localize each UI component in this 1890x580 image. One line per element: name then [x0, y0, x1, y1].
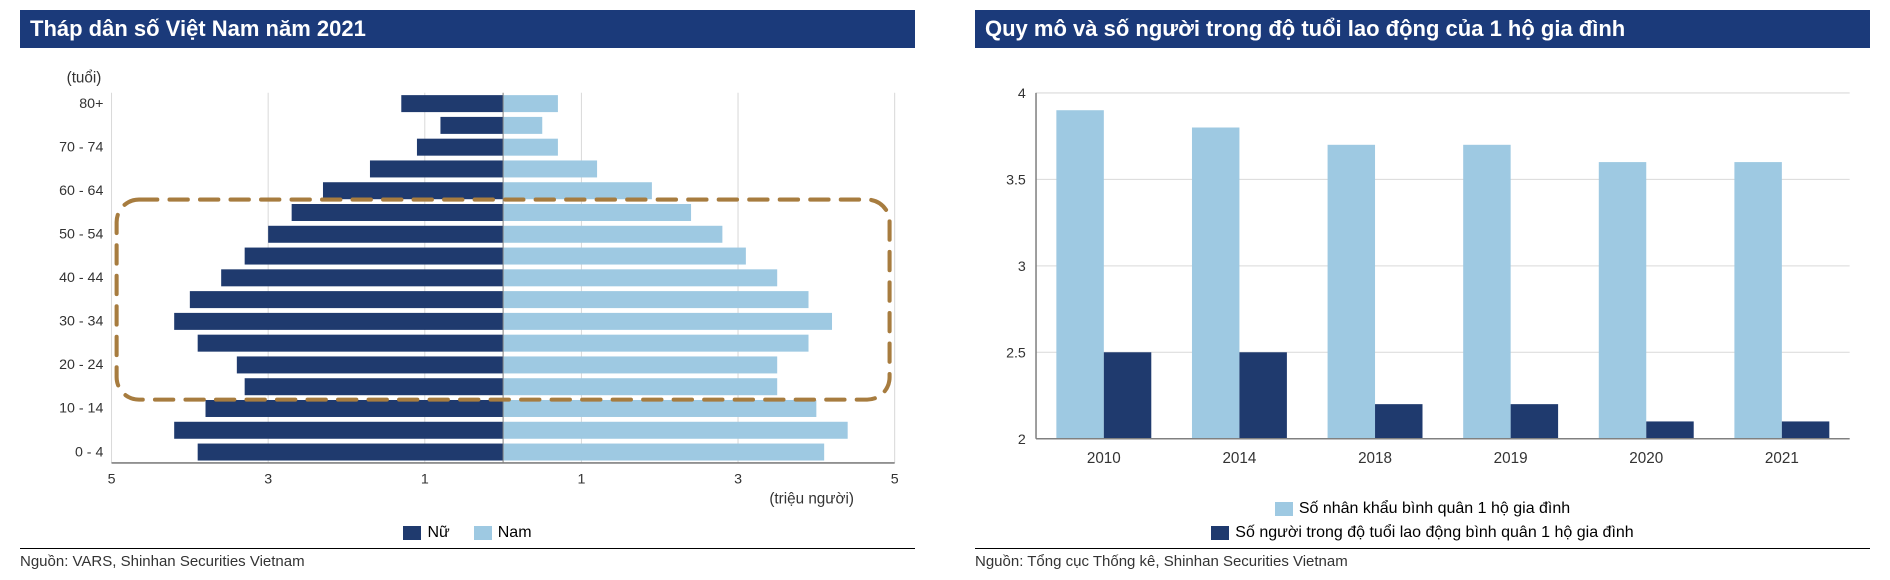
svg-text:80+: 80+: [79, 96, 103, 112]
bar-chart: 2 2.5 3 3.5 4 2010 2014 2018 2019 2020 2021: [975, 56, 1870, 496]
svg-text:5: 5: [891, 471, 899, 487]
right-panel: Quy mô và số người trong độ tuổi lao độn…: [975, 10, 1870, 570]
svg-text:3.5: 3.5: [1006, 172, 1026, 188]
bar-svg: 2 2.5 3 3.5 4 2010 2014 2018 2019 2020 2021: [975, 56, 1870, 496]
right-title: Quy mô và số người trong độ tuổi lao độn…: [975, 10, 1870, 48]
svg-text:60 - 64: 60 - 64: [59, 183, 103, 199]
svg-text:2.5: 2.5: [1006, 345, 1026, 361]
legend-swatch-male: [474, 526, 492, 540]
svg-text:3: 3: [264, 471, 272, 487]
svg-text:70 - 74: 70 - 74: [59, 139, 103, 155]
legend-s1-label: Số nhân khẩu bình quân 1 hộ gia đình: [1299, 500, 1570, 518]
svg-text:2: 2: [1018, 432, 1026, 448]
legend-female-label: Nữ: [427, 524, 449, 542]
legend-series1: Số nhân khẩu bình quân 1 hộ gia đình: [1275, 500, 1570, 518]
svg-text:5: 5: [108, 471, 116, 487]
svg-text:40 - 44: 40 - 44: [59, 270, 103, 286]
legend-male-label: Nam: [498, 524, 532, 542]
svg-text:4: 4: [1018, 86, 1026, 102]
svg-text:3: 3: [734, 471, 742, 487]
svg-text:1: 1: [577, 471, 585, 487]
legend-s2-label: Số người trong độ tuổi lao động bình quâ…: [1235, 524, 1633, 542]
right-source: Nguồn: Tổng cục Thống kê, Shinhan Securi…: [975, 548, 1870, 570]
svg-text:50 - 54: 50 - 54: [59, 227, 103, 243]
svg-text:20 - 24: 20 - 24: [59, 357, 103, 373]
legend-series2: Số người trong độ tuổi lao động bình quâ…: [1211, 524, 1633, 542]
svg-text:(tuổi): (tuổi): [67, 70, 102, 87]
left-legend: Nữ Nam: [20, 524, 915, 542]
svg-text:0 - 4: 0 - 4: [75, 444, 104, 460]
svg-text:2014: 2014: [1222, 450, 1256, 467]
svg-text:10 - 14: 10 - 14: [59, 401, 103, 417]
right-legend: Số nhân khẩu bình quân 1 hộ gia đình Số …: [975, 500, 1870, 542]
legend-female: Nữ: [403, 524, 449, 542]
pyramid-svg: (tuổi)80+70 - 7460 - 6450 - 5440 - 4430 …: [20, 56, 915, 520]
svg-text:2020: 2020: [1629, 450, 1663, 467]
svg-text:2021: 2021: [1765, 450, 1799, 467]
left-panel: Tháp dân số Việt Nam năm 2021 (tuổi) 80+ 7…: [20, 10, 915, 570]
svg-text:1: 1: [421, 471, 429, 487]
svg-text:2019: 2019: [1494, 450, 1528, 467]
svg-text:3: 3: [1018, 259, 1026, 275]
legend-male: Nam: [474, 524, 532, 542]
legend-swatch-female: [403, 526, 421, 540]
legend-swatch-s1: [1275, 502, 1293, 516]
svg-text:30 - 34: 30 - 34: [59, 314, 103, 330]
left-title: Tháp dân số Việt Nam năm 2021: [20, 10, 915, 48]
svg-text:2018: 2018: [1358, 450, 1392, 467]
legend-swatch-s2: [1211, 526, 1229, 540]
svg-text:(triệu người): (triệu người): [769, 491, 854, 508]
pyramid-chart: (tuổi)80+70 - 7460 - 6450 - 5440 - 4430 …: [20, 56, 915, 520]
left-source: Nguồn: VARS, Shinhan Securities Vietnam: [20, 548, 915, 570]
svg-text:2010: 2010: [1087, 450, 1121, 467]
